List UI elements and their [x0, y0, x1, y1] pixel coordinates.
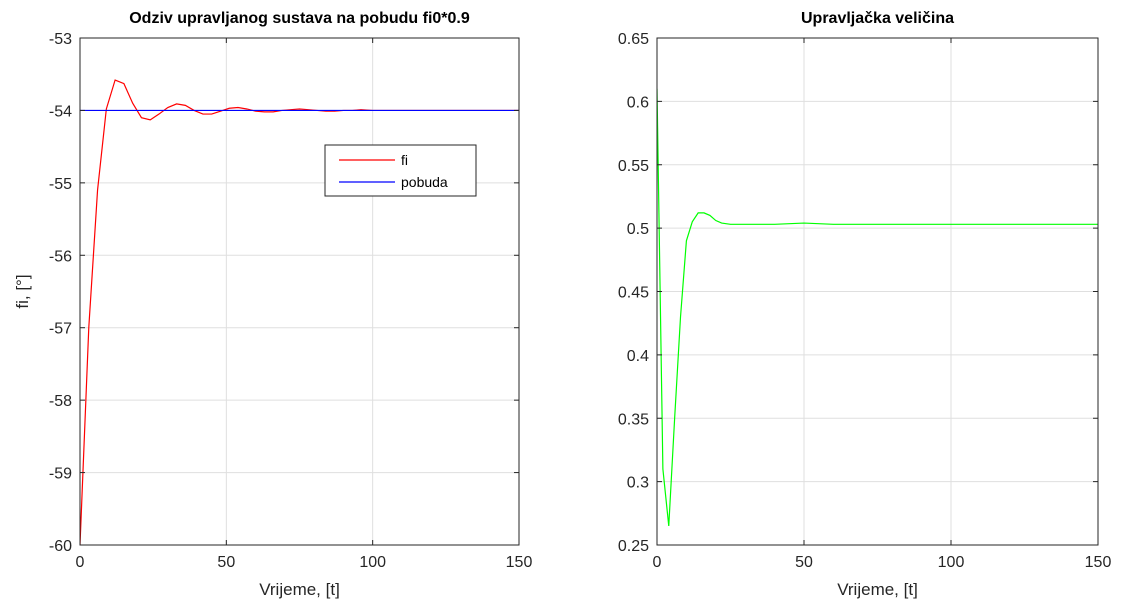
legend-label-pobuda: pobuda [401, 174, 448, 190]
plot-area [79, 37, 520, 546]
chart-title: Odziv upravljanog sustava na pobudu fi0*… [129, 10, 470, 27]
legend: fi pobuda [324, 144, 477, 197]
x-tick-label: 150 [1085, 554, 1112, 571]
y-tick-label: -60 [49, 538, 72, 555]
y-tick-label: -59 [49, 466, 72, 483]
chart-2: 0 50 100 150 0.25 0.3 0.35 0.4 0.45 0.5 0.55 0.6 0.6… [618, 10, 1112, 599]
x-axis-label: Vrijeme, [t] [837, 580, 918, 599]
chart-1: 0 50 100 150 -60 -59 -58 -57 -56 -55 -54 -53 Odziv u… [13, 10, 532, 599]
y-tick-label: 0.65 [618, 31, 649, 48]
x-tick-label: 0 [76, 554, 85, 571]
y-tick-label: -55 [49, 176, 72, 193]
x-tick-label: 100 [359, 554, 386, 571]
y-tick-label: 0.35 [618, 411, 649, 428]
x-tick-label: 100 [938, 554, 965, 571]
legend-label-fi: fi [401, 152, 408, 168]
y-tick-label: 0.4 [627, 348, 649, 365]
y-tick-label: -54 [49, 103, 72, 120]
y-tick-label: -53 [49, 31, 72, 48]
x-tick-label: 150 [506, 554, 533, 571]
x-tick-label: 0 [653, 554, 662, 571]
y-tick-label: 0.25 [618, 538, 649, 555]
x-tick-label: 50 [795, 554, 813, 571]
y-tick-label: 0.5 [627, 221, 649, 238]
y-tick-label: 0.3 [627, 475, 649, 492]
series-line-series-1 [657, 88, 1098, 527]
y-tick-label: -58 [49, 393, 72, 410]
y-axis-label: fi, [°] [13, 274, 32, 308]
y-tick-label: -57 [49, 321, 72, 338]
y-tick-label: -56 [49, 248, 72, 265]
legend-box [324, 144, 477, 197]
chart-title: Upravljačka veličina [801, 10, 954, 27]
plot-frame [79, 37, 520, 546]
x-axis-label: Vrijeme, [t] [259, 580, 340, 599]
x-tick-label: 50 [217, 554, 235, 571]
y-tick-label: 0.45 [618, 285, 649, 302]
y-tick-label: 0.6 [627, 94, 649, 111]
y-tick-label: 0.55 [618, 158, 649, 175]
